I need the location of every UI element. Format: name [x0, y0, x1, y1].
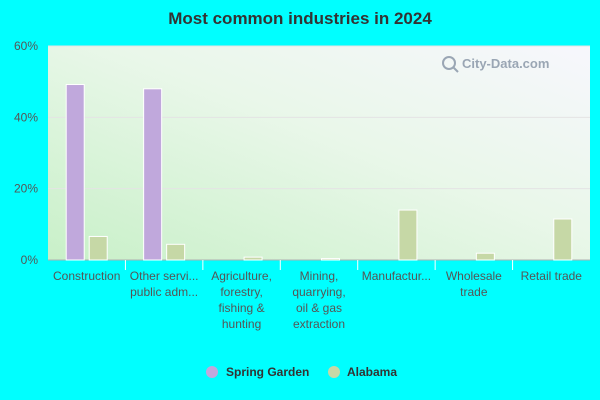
y-tick-label: 60%: [14, 39, 38, 53]
bar-spring-garden[interactable]: [65, 84, 85, 261]
bar-alabama[interactable]: [321, 258, 340, 261]
watermark-logo-icon: [442, 56, 459, 73]
legend-swatch-spring-garden: [206, 366, 218, 378]
x-axis-labels: Construction Other servi... public adm... A…: [53, 269, 582, 331]
x-category-label: Manufactur...: [362, 269, 431, 283]
bar-alabama[interactable]: [553, 218, 573, 261]
x-category-label: Other servi... public adm...: [130, 269, 199, 299]
x-axis-separators: [124, 260, 514, 270]
bar-alabama[interactable]: [475, 252, 495, 261]
legend-swatch-alabama: [328, 366, 340, 378]
x-category-label: Mining, quarrying, oil & gas extraction: [292, 269, 345, 331]
watermark-text: City-Data.com: [462, 56, 549, 71]
x-category-label: Wholesale trade: [446, 269, 502, 299]
x-category-label: Agriculture, forestry, fishing & hunting: [211, 269, 272, 331]
y-tick-label: 40%: [14, 110, 38, 124]
watermark: City-Data.com: [442, 56, 549, 73]
legend-label-alabama: Alabama: [347, 365, 397, 379]
y-tick-label: 0%: [21, 253, 39, 267]
legend-label-spring-garden: Spring Garden: [226, 365, 309, 379]
bar-alabama[interactable]: [243, 256, 263, 261]
bar-alabama[interactable]: [88, 235, 108, 261]
bar-alabama[interactable]: [398, 209, 418, 261]
bars: [65, 84, 573, 261]
x-category-label: Construction: [53, 269, 120, 283]
chart-title: Most common industries in 2024: [168, 9, 432, 28]
legend: Spring Garden Alabama: [206, 365, 397, 379]
bar-alabama[interactable]: [166, 243, 186, 261]
plot-background: [48, 46, 590, 260]
y-tick-label: 20%: [14, 182, 38, 196]
x-category-label: Retail trade: [521, 269, 583, 283]
gridlines: [48, 45, 590, 261]
y-axis-ticks: 0% 20% 40% 60%: [14, 39, 38, 267]
bar-spring-garden[interactable]: [143, 88, 163, 261]
